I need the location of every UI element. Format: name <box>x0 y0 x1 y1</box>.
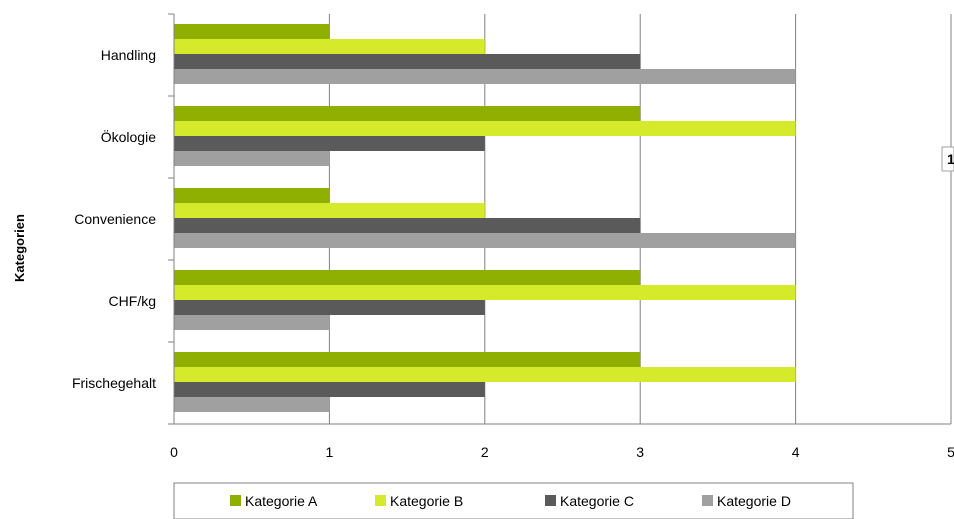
legend-swatch <box>230 495 241 506</box>
bar <box>174 151 330 166</box>
side-badge-label: 1 <box>947 151 954 167</box>
axes <box>168 13 951 425</box>
legend-swatch <box>375 495 386 506</box>
bar <box>174 203 485 218</box>
legend: Kategorie A Kategorie B Kategorie C Kategor… <box>173 482 854 519</box>
legend-label: Kategorie D <box>717 493 791 509</box>
legend-label: Kategorie B <box>390 493 463 509</box>
y-tick-label: Handling <box>101 47 156 63</box>
y-tick-label: Ökologie <box>101 128 156 145</box>
y-tick-label: Frischegehalt <box>72 375 156 391</box>
bar <box>174 300 485 315</box>
x-tick-label: 3 <box>636 444 644 460</box>
x-tick-label: 1 <box>326 444 334 460</box>
side-badge-box <box>941 146 954 172</box>
bar <box>174 397 330 412</box>
bar <box>174 54 641 69</box>
x-tick-label: 5 <box>947 444 954 460</box>
bar <box>174 121 796 136</box>
bars <box>174 24 796 412</box>
side-badge: 1 <box>941 146 954 172</box>
y-tick-label: CHF/kg <box>109 293 156 309</box>
bar <box>174 285 796 300</box>
bar <box>174 69 796 84</box>
bar <box>174 352 641 367</box>
bar <box>174 270 641 285</box>
legend-swatch <box>545 495 556 506</box>
bar <box>174 188 330 203</box>
tick-labels: 0 1 2 3 4 5 Frischegehalt CHF/kg Convenience Ökol… <box>72 47 954 460</box>
bar <box>174 233 796 248</box>
x-tick-label: 0 <box>170 444 178 460</box>
bar <box>174 367 796 382</box>
bar <box>174 315 330 330</box>
legend-label: Kategorie A <box>245 493 318 509</box>
bar <box>174 136 485 151</box>
y-tick-label: Convenience <box>74 211 156 227</box>
bar <box>174 106 641 121</box>
bar <box>174 218 641 233</box>
x-tick-label: 4 <box>792 444 800 460</box>
bar <box>174 24 330 39</box>
legend-box <box>173 482 854 519</box>
bar <box>174 382 485 397</box>
y-axis-label: Kategorien <box>12 214 27 282</box>
legend-swatch <box>702 495 713 506</box>
legend-label: Kategorie C <box>560 493 634 509</box>
bar <box>174 39 485 54</box>
x-tick-label: 2 <box>481 444 489 460</box>
